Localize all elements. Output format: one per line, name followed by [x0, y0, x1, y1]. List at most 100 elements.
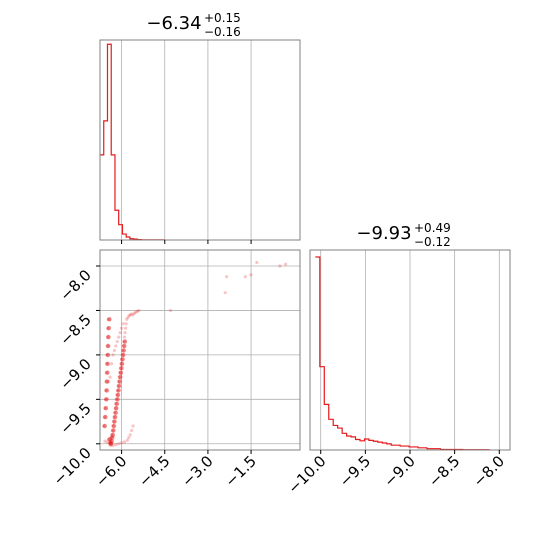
histogram-bin [119, 225, 123, 240]
scatter-point-dense [115, 392, 121, 398]
panel-title-lower: −0.12 [414, 235, 451, 249]
histogram-step [315, 256, 490, 451]
histogram-bin [100, 155, 104, 240]
histogram-bin [315, 257, 319, 450]
scatter-point-dense [112, 419, 117, 424]
scatter-point [223, 291, 227, 295]
histogram-bin [342, 433, 346, 450]
scatter-point [284, 262, 288, 266]
scatter-point [125, 317, 129, 321]
histogram-bin [382, 443, 386, 450]
x-tick-label: −6.0 [92, 452, 130, 490]
scatter-point [114, 443, 118, 447]
y-tick-label: −9.5 [56, 399, 94, 437]
scatter-point [105, 440, 109, 444]
histogram-bin [122, 234, 126, 240]
x-tick-label: −9.5 [336, 452, 374, 490]
scatter-point [103, 439, 107, 443]
scatter-point [131, 424, 135, 428]
scatter-point [132, 311, 137, 315]
scatter-point [122, 335, 127, 339]
panel-bottom-right: −10.0 −9.5 −9.0 −8.5 −8.0 −9.93 +0.49−0.12 [284, 221, 511, 497]
scatter-point-dense [105, 370, 110, 375]
y-tick-label: −10.0 [50, 444, 95, 489]
scatter-point-dense [111, 423, 117, 429]
scatter-point-dense [121, 348, 126, 353]
scatter-point-dense [105, 343, 111, 349]
scatter-point-dense [106, 326, 111, 331]
scatter-point [137, 308, 141, 313]
scatter-point-dense [104, 397, 109, 402]
scatter-point [121, 322, 125, 326]
histogram-bin [387, 444, 391, 450]
scatter-point-dense [119, 361, 125, 366]
scatter-point [123, 331, 127, 335]
panel-title-value: −9.93 [356, 223, 411, 244]
y-tick-label: −8.0 [56, 266, 94, 304]
panel-title-upper: +0.49 [414, 221, 451, 235]
scatter-point [255, 260, 259, 265]
scatter-point-dense [114, 401, 120, 406]
x-tick-label: −1.5 [221, 452, 259, 490]
scatter-point [127, 314, 131, 318]
scatter-point-dense [117, 379, 122, 384]
scatter-point-dense [113, 410, 118, 415]
histogram-bin [369, 440, 373, 450]
histogram-bin [378, 442, 382, 450]
scatter-point [125, 438, 129, 442]
histogram-bin [329, 419, 333, 450]
histogram-bin [400, 446, 409, 450]
scatter-point [108, 375, 112, 379]
x-tick-label: −8.5 [425, 452, 463, 490]
scatter-point [124, 326, 128, 330]
histogram-bin [104, 121, 108, 240]
panel-frame [99, 249, 301, 451]
scatter-point [117, 335, 121, 339]
histogram-bin [107, 44, 111, 240]
scatter-point-dense [107, 317, 112, 322]
scatter-point-dense [118, 374, 123, 380]
scatter-point [135, 309, 140, 313]
histogram-bin [391, 445, 400, 450]
scatter-point [249, 273, 253, 277]
scatter-point [109, 362, 114, 366]
scatter-point-dense [109, 438, 114, 444]
histogram-bin [373, 441, 377, 450]
scatter-point [119, 326, 124, 330]
histogram-bin [115, 210, 119, 240]
scatter-point-dense [104, 379, 110, 384]
scatter-point [115, 339, 119, 344]
scatter-point-dense [105, 361, 110, 366]
scatter-point [225, 275, 229, 279]
scatter-point-dense [119, 366, 124, 371]
scatter-point-dense [112, 414, 118, 420]
scatter-point [128, 433, 132, 437]
scatter-point-dense [116, 388, 121, 393]
histogram-bin [356, 439, 360, 450]
scatter-point [278, 264, 282, 268]
histogram-step [100, 43, 165, 241]
histogram-bin [364, 439, 368, 450]
scatter-point [126, 315, 130, 320]
panel-title-lower: −0.16 [204, 25, 241, 39]
scatter-point-dense [120, 352, 126, 358]
scatter-point-dense [120, 357, 125, 362]
histogram-bin [347, 436, 351, 450]
scatter-point [127, 435, 131, 440]
scatter-point [122, 440, 127, 444]
scatter-point [130, 428, 134, 433]
histogram-bin [324, 404, 328, 450]
scatter-point [119, 441, 124, 445]
scatter-point-dense [110, 432, 115, 438]
scatter-point-dense [118, 370, 124, 375]
scatter-point-dense [114, 406, 119, 411]
scatter-point-dense [103, 406, 109, 411]
x-tick-label: −3.0 [178, 452, 216, 490]
scatter-point-dense [122, 339, 128, 344]
histogram-bin [333, 425, 337, 450]
scatter-point [131, 313, 135, 317]
scatter-point [243, 275, 247, 279]
scatter-point-dense [103, 414, 108, 420]
panel-title-value: −6.34 [146, 13, 201, 34]
scatter-point [117, 442, 121, 446]
